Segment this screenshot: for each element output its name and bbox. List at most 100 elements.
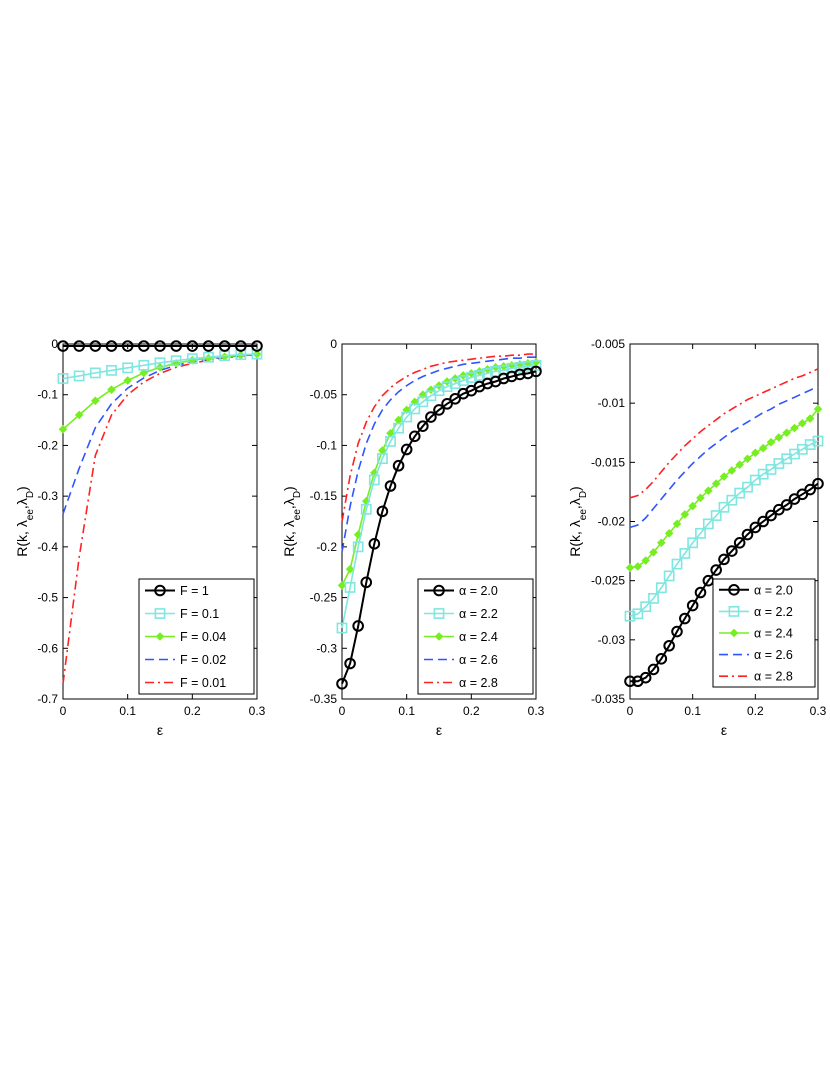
- data-point: [337, 581, 347, 590]
- data-point: [121, 340, 134, 352]
- data-point: [425, 411, 437, 423]
- data-point: [336, 622, 348, 634]
- series-cyan: [57, 348, 263, 384]
- y-tick-label: -0.035: [591, 692, 625, 706]
- legend-label: α = 2.8: [754, 670, 793, 684]
- x-tick-label: 0.1: [119, 704, 136, 718]
- data-point: [679, 612, 691, 625]
- y-tick-label: -0.2: [37, 438, 58, 452]
- series-line: [629, 385, 819, 529]
- data-point: [58, 424, 68, 434]
- data-point: [74, 410, 84, 420]
- data-point: [154, 340, 166, 352]
- legend: F = 1 F = 0.1 F = 0.04 F = 0.02 F = 0.01: [138, 578, 255, 695]
- data-point: [624, 675, 636, 688]
- data-point: [251, 340, 263, 352]
- data-point: [186, 340, 199, 352]
- data-point: [633, 562, 643, 571]
- data-point: [105, 340, 118, 352]
- series-line: [62, 353, 258, 380]
- legend-label: α = 2.0: [754, 583, 793, 597]
- data-point: [790, 423, 799, 433]
- data-point: [632, 608, 644, 620]
- data-point: [710, 564, 722, 576]
- legend-label: F = 0.04: [180, 630, 226, 644]
- data-point: [123, 376, 132, 385]
- y-tick-label: -0.3: [37, 489, 58, 503]
- y-tick-label: 0: [51, 337, 58, 351]
- data-point: [186, 353, 198, 365]
- data-point: [719, 472, 729, 481]
- data-point: [757, 515, 769, 528]
- data-point: [368, 474, 380, 486]
- x-axis-label: ε: [721, 722, 727, 738]
- data-point: [384, 480, 397, 492]
- x-tick-label: 0: [339, 704, 346, 718]
- data-point: [441, 398, 453, 410]
- legend-label: F = 0.01: [180, 676, 226, 690]
- x-axis-label: ε: [157, 722, 163, 738]
- data-point: [765, 464, 777, 475]
- series-cyan: [624, 435, 824, 622]
- data-point: [624, 610, 636, 622]
- data-point: [251, 348, 263, 360]
- data-point: [107, 385, 116, 394]
- data-point: [497, 372, 510, 385]
- data-point: [409, 403, 421, 415]
- x-tick-label: 0: [627, 704, 634, 718]
- data-point: [449, 378, 461, 389]
- y-tick-label: -0.02: [598, 515, 626, 529]
- data-point: [352, 620, 364, 632]
- legend-marker: [728, 605, 740, 617]
- data-point: [625, 563, 635, 572]
- data-point: [688, 501, 697, 511]
- data-point: [506, 362, 518, 374]
- x-tick-label: 0.3: [249, 704, 266, 718]
- data-point: [749, 521, 762, 534]
- data-point: [457, 375, 469, 386]
- legend-label: α = 2.0: [459, 584, 498, 598]
- legend-marker: [433, 584, 445, 597]
- data-point: [671, 558, 683, 570]
- series-black: [336, 365, 542, 690]
- y-tick-label: -0.025: [591, 574, 625, 588]
- data-point: [813, 404, 823, 414]
- data-point: [735, 460, 744, 470]
- data-point: [400, 443, 413, 456]
- data-point: [202, 340, 215, 352]
- legend: α = 2.0 α = 2.2 α = 2.4 α = 2.6 α = 2.8: [712, 578, 816, 688]
- data-point: [648, 593, 659, 604]
- y-tick-label: 0: [330, 337, 337, 351]
- y-tick-label: -0.03: [598, 633, 626, 647]
- legend-marker: [154, 584, 166, 597]
- data-point: [695, 527, 706, 539]
- data-point: [710, 510, 722, 521]
- data-point: [780, 499, 793, 511]
- y-tick-label: -0.005: [591, 337, 625, 351]
- legend-marker: [729, 628, 739, 638]
- legend-label: F = 1: [180, 584, 209, 598]
- data-point: [522, 360, 534, 372]
- data-point: [751, 448, 760, 458]
- series-green: [625, 404, 823, 572]
- legend-marker: [155, 632, 165, 641]
- data-point: [336, 677, 348, 690]
- data-point: [345, 564, 355, 574]
- y-tick-label: -0.3: [316, 641, 337, 655]
- data-point: [812, 435, 824, 447]
- data-point: [433, 404, 445, 416]
- data-point: [393, 422, 404, 434]
- series-red: [341, 353, 536, 522]
- y-axis-label: R(k, λee,λD): [567, 486, 589, 556]
- y-tick-label: -0.6: [37, 641, 58, 655]
- data-point: [798, 418, 807, 428]
- legend-marker: [434, 632, 444, 641]
- x-tick-label: 0.3: [810, 704, 827, 718]
- legend-label: F = 0.02: [180, 653, 226, 667]
- x-tick-label: 0.3: [528, 704, 545, 718]
- data-point: [352, 541, 364, 553]
- data-point: [663, 639, 675, 652]
- legend-label: α = 2.8: [459, 676, 498, 690]
- data-point: [377, 453, 388, 465]
